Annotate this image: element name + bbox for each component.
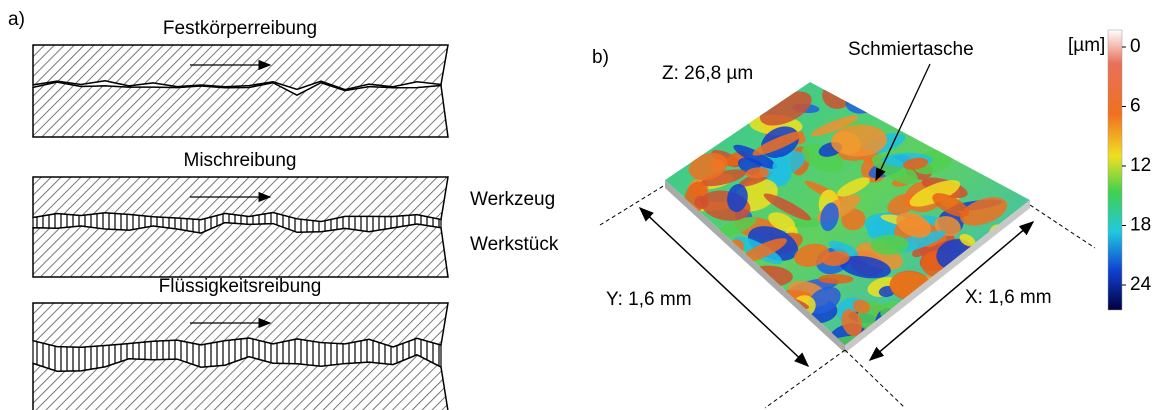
tool-label: Werkzeug bbox=[470, 189, 555, 210]
colorbar-tick-label: 6 bbox=[1130, 96, 1141, 117]
friction-diagrams: Festkörperreibung Mischreibung Flüssigkeit… bbox=[33, 18, 448, 410]
section-title: Festkörperreibung bbox=[163, 18, 317, 39]
surface-patch bbox=[974, 255, 1014, 274]
y-dimension-label: Y: 1,6 mm bbox=[606, 289, 692, 310]
colorbar-tick-label: 0 bbox=[1130, 36, 1141, 57]
colorbar-tick-label: 24 bbox=[1130, 274, 1152, 295]
annotation: Schmiertasche bbox=[848, 39, 974, 60]
panel-label: b) bbox=[592, 47, 609, 68]
surface-patch bbox=[993, 249, 1026, 281]
section-title: Mischreibung bbox=[184, 150, 297, 171]
tool-block bbox=[33, 45, 448, 90]
figure: a) Werkzeug Werkstück Festkörperreibung M… bbox=[0, 0, 1160, 410]
workpiece-label: Werkstück bbox=[470, 234, 559, 255]
page: {"panel_a": {"label": "a)", "sections": … bbox=[0, 0, 1160, 410]
workpiece-block bbox=[33, 82, 448, 137]
colorbar bbox=[1108, 30, 1122, 310]
colorbar-unit: [µm] bbox=[1068, 35, 1105, 56]
panel-label: a) bbox=[8, 9, 25, 30]
workpiece-block bbox=[33, 223, 448, 277]
colorbar-tick-label: 12 bbox=[1130, 155, 1151, 176]
section-title: Flüssigkeitsreibung bbox=[159, 276, 322, 297]
z-label: Z: 26,8 µm bbox=[662, 63, 753, 84]
surface-patch bbox=[980, 249, 1008, 265]
surface-topography bbox=[665, 72, 1030, 360]
x-dimension-label: X: 1,6 mm bbox=[965, 287, 1052, 308]
colorbar-tick-label: 18 bbox=[1130, 215, 1151, 236]
